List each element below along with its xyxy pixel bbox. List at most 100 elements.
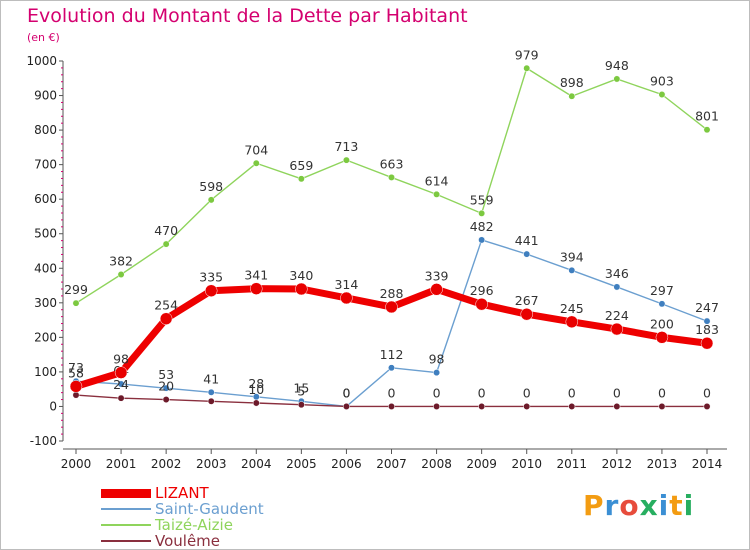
data-label-taiz-aizie: 659 bbox=[289, 158, 313, 173]
data-label-saint-gaudent: 112 bbox=[380, 347, 404, 362]
data-point-voul-me bbox=[297, 401, 305, 409]
data-point-lizant bbox=[295, 282, 308, 296]
y-tick-label: 500 bbox=[34, 227, 57, 241]
data-label-voul-me: 0 bbox=[342, 385, 350, 400]
data-label-lizant: 340 bbox=[289, 268, 313, 283]
data-label-saint-gaudent: 0 bbox=[342, 385, 350, 400]
y-tick-label: 1000 bbox=[26, 54, 57, 68]
y-tick-label: 800 bbox=[34, 123, 57, 137]
brand-logo: Proxiti bbox=[583, 489, 694, 522]
data-point-voul-me bbox=[388, 403, 395, 410]
data-point-voul-me bbox=[523, 403, 531, 410]
x-tick-label: 2004 bbox=[241, 457, 272, 471]
legend-label-taiz-aizie: Taizé-Aizie bbox=[155, 516, 233, 534]
data-label-taiz-aizie: 948 bbox=[605, 58, 629, 73]
data-point-voul-me bbox=[613, 403, 621, 410]
data-label-voul-me: 0 bbox=[523, 385, 531, 400]
data-label-voul-me: 0 bbox=[388, 385, 396, 400]
data-point-saint-gaudent bbox=[117, 380, 125, 388]
data-label-saint-gaudent: 441 bbox=[515, 233, 539, 248]
data-point-voul-me bbox=[207, 397, 215, 405]
data-point-lizant bbox=[430, 283, 443, 296]
data-label-saint-gaudent: 41 bbox=[203, 371, 219, 386]
data-point-saint-gaudent bbox=[388, 364, 395, 372]
data-label-lizant: 58 bbox=[68, 365, 84, 380]
y-tick-label: 200 bbox=[34, 330, 57, 344]
data-label-lizant: 200 bbox=[650, 316, 674, 331]
legend-swatch-taiz-aizie bbox=[101, 524, 151, 526]
data-point-taiz-aizie bbox=[523, 64, 531, 72]
chart-subtitle: (en €) bbox=[27, 31, 60, 44]
data-point-saint-gaudent bbox=[613, 283, 621, 291]
data-label-taiz-aizie: 801 bbox=[695, 109, 719, 124]
data-point-lizant bbox=[69, 380, 83, 393]
legend-label-lizant: LIZANT bbox=[155, 484, 209, 502]
data-label-saint-gaudent: 297 bbox=[650, 283, 674, 298]
data-point-taiz-aizie bbox=[433, 190, 441, 198]
data-label-voul-me: 0 bbox=[658, 385, 666, 400]
data-point-taiz-aizie bbox=[478, 209, 486, 217]
data-point-voul-me bbox=[478, 403, 486, 410]
data-label-taiz-aizie: 704 bbox=[244, 142, 268, 157]
data-label-voul-me: 24 bbox=[113, 377, 129, 392]
x-tick-label: 2008 bbox=[421, 457, 452, 471]
data-point-voul-me bbox=[433, 403, 441, 410]
data-point-voul-me bbox=[117, 394, 125, 402]
data-point-taiz-aizie bbox=[207, 196, 215, 204]
data-label-lizant: 341 bbox=[244, 268, 268, 283]
x-tick-label: 2005 bbox=[286, 457, 317, 471]
x-tick-label: 2002 bbox=[151, 457, 182, 471]
data-point-lizant bbox=[159, 312, 173, 325]
data-label-taiz-aizie: 559 bbox=[470, 192, 494, 207]
data-label-lizant: 183 bbox=[695, 322, 719, 337]
data-label-voul-me: 5 bbox=[297, 384, 305, 399]
data-label-taiz-aizie: 713 bbox=[334, 139, 358, 154]
data-point-taiz-aizie bbox=[658, 91, 666, 98]
data-label-voul-me: 0 bbox=[478, 385, 486, 400]
data-point-saint-gaudent bbox=[703, 317, 711, 325]
data-point-saint-gaudent bbox=[658, 300, 666, 308]
data-point-lizant bbox=[475, 297, 488, 311]
data-label-saint-gaudent: 73 bbox=[68, 360, 84, 375]
y-tick-label: 900 bbox=[34, 89, 57, 103]
y-tick-label: 400 bbox=[34, 261, 57, 275]
data-label-taiz-aizie: 979 bbox=[515, 47, 539, 62]
data-label-taiz-aizie: 614 bbox=[425, 173, 449, 188]
data-label-taiz-aizie: 598 bbox=[199, 179, 223, 194]
data-point-voul-me bbox=[568, 403, 576, 410]
data-label-taiz-aizie: 299 bbox=[64, 282, 88, 297]
legend-label-saint-gaudent: Saint-Gaudent bbox=[155, 500, 264, 518]
data-point-taiz-aizie bbox=[117, 271, 125, 278]
data-label-lizant: 267 bbox=[515, 293, 539, 308]
data-label-voul-me: 0 bbox=[613, 385, 621, 400]
data-point-voul-me bbox=[658, 403, 666, 410]
chart-title: Evolution du Montant de la Dette par Hab… bbox=[27, 5, 468, 27]
x-tick-label: 2009 bbox=[466, 457, 497, 471]
data-point-taiz-aizie bbox=[568, 92, 576, 100]
data-label-lizant: 288 bbox=[380, 286, 404, 301]
data-point-lizant bbox=[385, 300, 398, 314]
series-lizant: 58 98 254 335 341 340 314 288 339 296 267 245 224 200… bbox=[68, 268, 719, 393]
legend-swatch-lizant bbox=[101, 488, 151, 498]
brand-letter: i bbox=[683, 489, 695, 522]
data-point-saint-gaudent bbox=[207, 388, 215, 396]
data-label-lizant: 98 bbox=[113, 352, 129, 367]
legend-swatch-saint-gaudent bbox=[101, 508, 151, 510]
data-point-voul-me bbox=[703, 403, 711, 410]
line-chart: -100010020030040050060070080090010002000… bbox=[26, 47, 727, 471]
x-tick-label: 2003 bbox=[196, 457, 227, 471]
data-label-voul-me: 0 bbox=[568, 385, 576, 400]
data-label-lizant: 314 bbox=[334, 277, 358, 292]
x-tick-label: 2010 bbox=[511, 457, 542, 471]
data-label-saint-gaudent: 53 bbox=[158, 367, 174, 382]
brand-letter: x bbox=[639, 489, 659, 522]
data-point-taiz-aizie bbox=[613, 75, 621, 83]
data-point-saint-gaudent bbox=[433, 369, 441, 377]
series-taiz-aizie: 299 382 470 598 704 659 713 663 614 559 979 898 948 9… bbox=[64, 47, 719, 307]
data-label-saint-gaudent: 28 bbox=[248, 376, 264, 391]
data-label-saint-gaudent: 15 bbox=[293, 380, 309, 395]
data-label-lizant: 245 bbox=[560, 301, 584, 316]
data-point-saint-gaudent bbox=[478, 236, 486, 244]
data-label-saint-gaudent: 247 bbox=[695, 300, 719, 315]
data-point-taiz-aizie bbox=[297, 175, 305, 183]
